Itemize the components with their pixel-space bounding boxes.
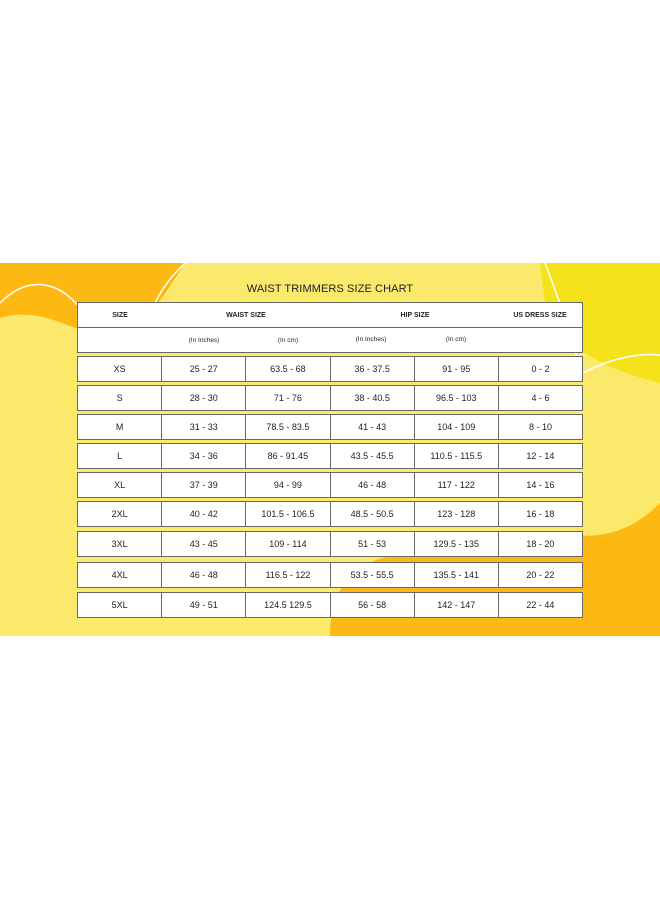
cell-waist-in: 43 - 45 bbox=[161, 532, 245, 556]
cell-waist-cm: 78.5 - 83.5 bbox=[245, 415, 329, 439]
cell-size: 2XL bbox=[111, 509, 128, 519]
cell-waist-cm: 116.5 - 122 bbox=[245, 563, 329, 587]
cell-us-dress: 12 - 14 bbox=[497, 444, 582, 468]
cell-size: L bbox=[117, 451, 123, 461]
cell-hip-in: 43.5 - 45.5 bbox=[329, 444, 414, 468]
cell-hip-in: 41 - 43 bbox=[329, 415, 414, 439]
header-waist: WAIST SIZE bbox=[226, 312, 266, 319]
cell-hip-in: 48.5 - 50.5 bbox=[329, 502, 414, 526]
cell-us-dress: 18 - 20 bbox=[497, 532, 582, 556]
cell-waist-cm: 94 - 99 bbox=[245, 473, 329, 497]
cell-waist-in: 46 - 48 bbox=[161, 563, 245, 587]
cell-hip-cm: 129.5 - 135 bbox=[413, 532, 498, 556]
table-row: 2XL 40 - 42 101.5 - 106.5 48.5 - 50.5 123 - … bbox=[77, 501, 583, 527]
table-row: XS 25 - 27 63.5 - 68 36 - 37.5 91 - 95 0 - 2 bbox=[77, 356, 583, 382]
cell-size: S bbox=[116, 393, 123, 403]
cell-waist-in: 25 - 27 bbox=[161, 357, 245, 381]
cell-us-dress: 14 - 16 bbox=[497, 473, 582, 497]
cell-hip-in: 36 - 37.5 bbox=[329, 357, 414, 381]
cell-hip-cm: 91 - 95 bbox=[413, 357, 498, 381]
table-header: SIZE WAIST SIZE HIP SIZE US DRESS SIZE (… bbox=[77, 302, 583, 353]
table-row: XL 37 - 39 94 - 99 46 - 48 117 - 122 14 - 16 bbox=[77, 472, 583, 498]
cell-waist-in: 40 - 42 bbox=[161, 502, 245, 526]
cell-waist-in: 28 - 30 bbox=[161, 386, 245, 410]
table-row: 5XL 49 - 51 124.5 129.5 56 - 58 142 - 147 22 … bbox=[77, 592, 583, 618]
header-us-dress: US DRESS SIZE bbox=[513, 312, 567, 319]
cell-hip-cm: 96.5 - 103 bbox=[413, 386, 498, 410]
table-row: 3XL 43 - 45 109 - 114 51 - 53 129.5 - 135 18 … bbox=[77, 531, 583, 557]
cell-us-dress: 8 - 10 bbox=[497, 415, 582, 439]
cell-waist-cm: 109 - 114 bbox=[245, 532, 329, 556]
cell-us-dress: 20 - 22 bbox=[497, 563, 582, 587]
cell-us-dress: 4 - 6 bbox=[497, 386, 582, 410]
cell-hip-cm: 117 - 122 bbox=[413, 473, 498, 497]
cell-hip-cm: 123 - 128 bbox=[413, 502, 498, 526]
cell-waist-in: 49 - 51 bbox=[161, 593, 245, 617]
header-size: SIZE bbox=[112, 312, 128, 319]
cell-waist-in: 37 - 39 bbox=[161, 473, 245, 497]
cell-us-dress: 16 - 18 bbox=[497, 502, 582, 526]
cell-waist-cm: 124.5 129.5 bbox=[245, 593, 329, 617]
cell-size: 3XL bbox=[111, 539, 128, 549]
cell-waist-cm: 86 - 91.45 bbox=[245, 444, 329, 468]
cell-hip-in: 51 - 53 bbox=[329, 532, 414, 556]
header-waist-cm: (In cm) bbox=[277, 337, 299, 344]
table-row: M 31 - 33 78.5 - 83.5 41 - 43 104 - 109 8 - 1… bbox=[77, 414, 583, 440]
table-row: S 28 - 30 71 - 76 38 - 40.5 96.5 - 103 4 - 6 bbox=[77, 385, 583, 411]
header-hip-in: (In Inches) bbox=[355, 336, 387, 343]
cell-us-dress: 0 - 2 bbox=[497, 357, 582, 381]
header-hip: HIP SIZE bbox=[400, 312, 430, 319]
chart-title: WAIST TRIMMERS SIZE CHART bbox=[246, 283, 414, 295]
cell-hip-in: 56 - 58 bbox=[329, 593, 414, 617]
cell-hip-cm: 104 - 109 bbox=[413, 415, 498, 439]
cell-hip-in: 53.5 - 55.5 bbox=[329, 563, 414, 587]
cell-size: 5XL bbox=[111, 600, 128, 610]
cell-size: 4XL bbox=[111, 570, 128, 580]
cell-waist-in: 31 - 33 bbox=[161, 415, 245, 439]
header-hip-cm: (In cm) bbox=[445, 336, 467, 343]
cell-hip-cm: 142 - 147 bbox=[413, 593, 498, 617]
table-row: 4XL 46 - 48 116.5 - 122 53.5 - 55.5 135.5 - … bbox=[77, 562, 583, 588]
cell-size: XL bbox=[114, 480, 126, 490]
cell-hip-cm: 135.5 - 141 bbox=[413, 563, 498, 587]
cell-waist-cm: 71 - 76 bbox=[245, 386, 329, 410]
cell-waist-in: 34 - 36 bbox=[161, 444, 245, 468]
cell-hip-in: 38 - 40.5 bbox=[329, 386, 414, 410]
header-divider bbox=[78, 327, 582, 328]
cell-hip-cm: 110.5 - 115.5 bbox=[413, 444, 498, 468]
cell-size: XS bbox=[113, 364, 126, 374]
table-row: L 34 - 36 86 - 91.45 43.5 - 45.5 110.5 - 115… bbox=[77, 443, 583, 469]
cell-waist-cm: 101.5 - 106.5 bbox=[245, 502, 329, 526]
cell-waist-cm: 63.5 - 68 bbox=[245, 357, 329, 381]
cell-size: M bbox=[115, 422, 124, 432]
cell-us-dress: 22 - 44 bbox=[497, 593, 582, 617]
cell-hip-in: 46 - 48 bbox=[329, 473, 414, 497]
header-waist-in: (In Inches) bbox=[188, 337, 220, 344]
